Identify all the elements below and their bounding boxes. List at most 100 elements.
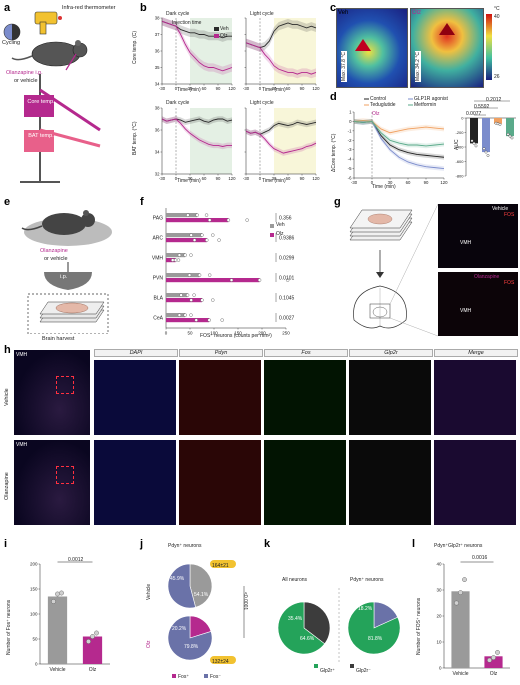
panel-label-i: i: [4, 538, 8, 550]
f-bar-4-0: [166, 293, 188, 298]
b-bat-dark-xtick-label-2: 30: [188, 176, 193, 181]
i-category-0: Vehicle: [49, 667, 65, 673]
f-point-0-0-0: [186, 213, 190, 217]
panel-label-f: f: [140, 196, 144, 208]
i-category-1: Olz: [89, 667, 97, 673]
panel-g-diagram: [349, 203, 439, 337]
mouse-icon: [11, 40, 88, 71]
b-bat-light-series-1: [245, 130, 317, 154]
c-veh-label: Veh: [338, 10, 349, 16]
f-legend-olz: Olz: [276, 231, 284, 237]
j-leg-neg: Fos⁻: [210, 674, 221, 680]
panel-a-diagram: [3, 11, 101, 183]
f-legend-swatch-veh: [270, 224, 274, 228]
l-point-1-0: [487, 657, 492, 663]
d-auc-point-0-2: [474, 144, 478, 148]
j-veh-slice-0: [189, 563, 213, 608]
f-point-1-0-1: [200, 233, 204, 237]
f-legend-swatch-olz: [270, 233, 274, 237]
f-point-5-1-2: [220, 318, 224, 322]
e-ip: i.p.: [60, 274, 68, 280]
g-vmh-label-1: VMH: [460, 240, 472, 246]
thermal-image-olz: [410, 8, 484, 88]
i-point-1-0: [86, 639, 91, 644]
d-line-band-3: [354, 119, 444, 149]
or-vehicle-label: or vehicle: [14, 78, 38, 84]
b-bat-dark-xtick-label-1: 0: [175, 176, 178, 181]
f-point-4-0-1: [185, 293, 190, 297]
j-title: Pdyn⁺ neurons: [168, 543, 202, 549]
f-point-5-0-1: [183, 313, 187, 317]
f-point-4-1-1: [200, 298, 204, 302]
h-vehicle-glp2r: [349, 360, 431, 435]
infrared-label: Infra-red thermometer: [62, 5, 116, 11]
g-micro-olanzapine: [438, 272, 518, 336]
l-title: Pdyn⁺Glp2r⁺ neurons: [434, 543, 483, 549]
h-vehicle-merge: [434, 360, 516, 435]
g-vehicle-label: Vehicle: [492, 206, 509, 212]
cycling-icon: [3, 23, 21, 41]
b-legend-veh: Veh: [220, 26, 229, 32]
j-veh-pct-b: 54.1%: [194, 592, 209, 598]
b-bat-dark-band-0: [162, 116, 232, 126]
d-line-xtick-label-3: 60: [406, 180, 411, 185]
brain-slice-stack: [39, 301, 105, 323]
b-bat-dark-shade: [190, 108, 232, 174]
f-pval-3: 0.0101: [279, 276, 295, 282]
b-core-dark-ytick-label-3: 37: [155, 32, 160, 37]
b-legend-olz: Olz: [220, 33, 228, 39]
i-point-0-0: [51, 599, 56, 604]
d-olz-label: Olz: [372, 111, 380, 117]
d-auc-bar-3: [506, 118, 514, 137]
f-point-3-1-0: [229, 278, 234, 282]
b-ylabel-bat: BAT temp. (°C): [132, 121, 138, 156]
bat-temp-label: BAT temp.: [28, 133, 54, 139]
g-fos-label-2: FOS: [504, 280, 515, 286]
b-xlabel-3: Time (min): [177, 178, 201, 184]
l-ytick-label-0: 0: [439, 666, 442, 671]
d-auc-point-3-2: [510, 136, 514, 140]
d-legend-metformin: Metformin: [414, 102, 437, 108]
d-auc-point-3-0: [506, 132, 510, 136]
f-point-1-1-0: [192, 238, 197, 242]
d-auc-ytick-label-1: -200: [455, 130, 464, 135]
f-bar-2-1: [166, 258, 176, 263]
b-light-cycle-top: Light cycle: [250, 11, 274, 17]
f-xtick-label-5: 250: [282, 331, 290, 336]
panel-label-a: a: [4, 2, 11, 14]
h-olz-fos: [264, 440, 346, 525]
d-auc-bar-0: [470, 118, 478, 144]
f-bar-1-1: [166, 238, 207, 243]
d-line-ytick-label-6: 0: [349, 119, 352, 124]
panel-l-chart: 0 10 20 30 40 Vehicle Olz: [436, 562, 510, 677]
c-max-olz: Max: 34.2 °C: [415, 51, 421, 82]
b-core-light-band-0: [246, 18, 316, 52]
l-pval: 0.0016: [472, 555, 488, 561]
b-bat-dark-ytick-label-2: 36: [155, 128, 160, 133]
f-point-4-1-2: [211, 298, 215, 302]
l-ylabel: Number of FOS⁺ neurons: [416, 597, 422, 655]
l-category-1: Olz: [490, 671, 498, 677]
i-ytick-label-4: 200: [30, 562, 38, 567]
b-bat-light-shade: [274, 108, 316, 174]
f-point-1-0-0: [189, 233, 193, 237]
f-legend-veh: Veh: [276, 222, 285, 228]
f-point-0-1-0: [207, 218, 212, 222]
b-xlabel-4: Time (min): [262, 178, 286, 184]
d-legend-control: Control: [370, 96, 387, 102]
thermal-image-veh: [336, 8, 408, 88]
l-ytick-label-3: 30: [436, 588, 442, 593]
j-olz-pct-b: 79.8%: [184, 644, 199, 650]
f-xtick-label-4: 200: [258, 331, 266, 336]
d-line-ytick-label-1: -5: [348, 166, 352, 171]
f-point-2-0-0: [177, 253, 182, 257]
i-ytick-label-2: 100: [30, 612, 38, 617]
f-point-0-0-1: [195, 213, 199, 217]
d-line-xtick-label-2: 30: [388, 180, 393, 185]
j-veh-count: 164±21: [212, 563, 229, 569]
j-legend-swatch-neg: [204, 674, 208, 678]
b-core-dark-ytick-label-0: 34: [155, 82, 160, 87]
k-leg-neg: Glp2r⁻: [356, 668, 371, 674]
d-line-ytick-label-2: -4: [348, 157, 352, 162]
c-olz-label: Olz: [412, 10, 421, 16]
